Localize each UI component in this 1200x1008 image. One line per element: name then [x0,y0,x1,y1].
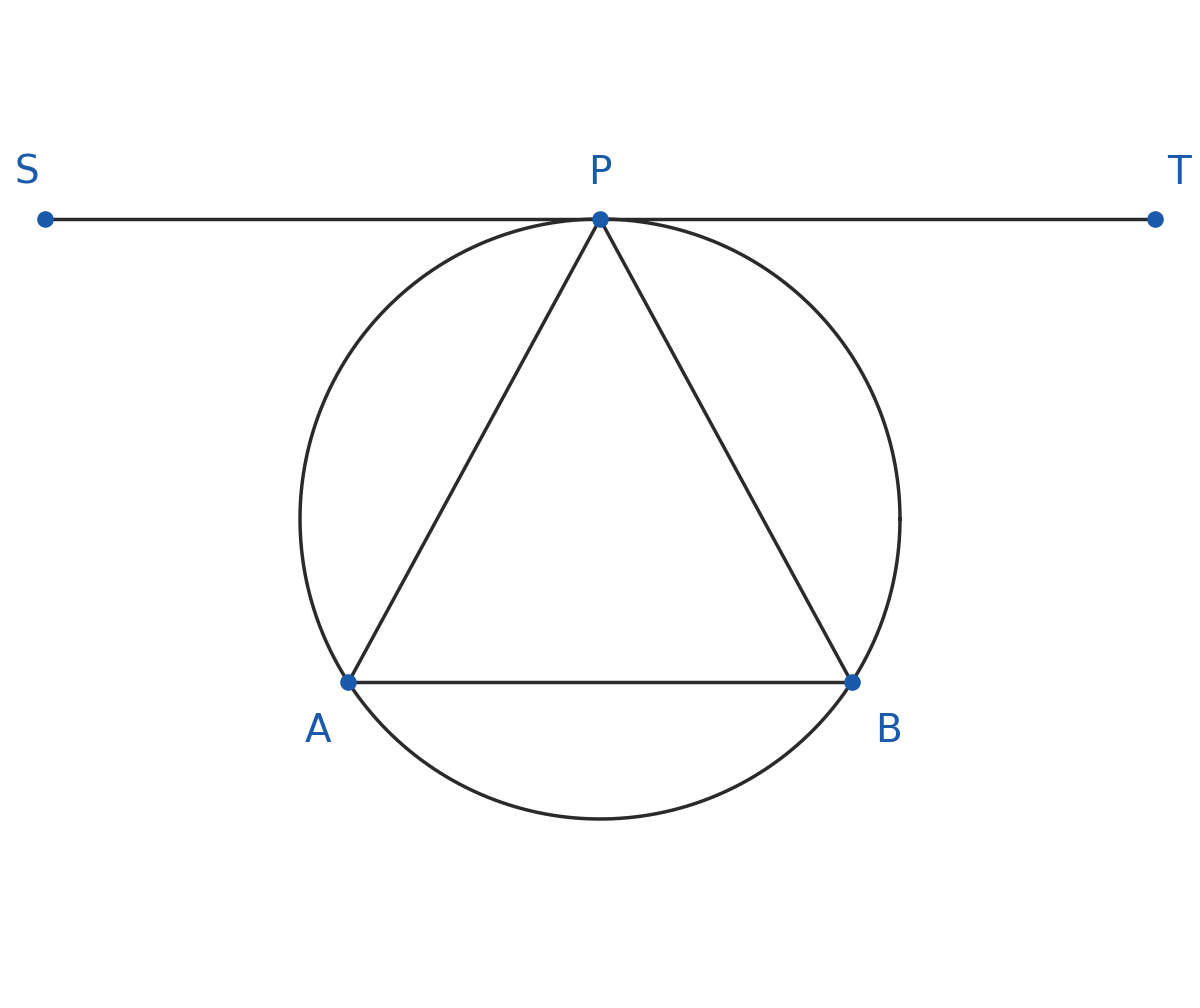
Text: P: P [588,154,612,192]
Point [338,674,358,690]
Text: A: A [305,713,331,750]
Text: S: S [14,154,40,192]
Point [36,211,55,227]
Text: B: B [876,713,902,750]
Point [1145,211,1164,227]
Text: T: T [1166,154,1190,192]
Point [842,674,862,690]
Point [590,211,610,227]
